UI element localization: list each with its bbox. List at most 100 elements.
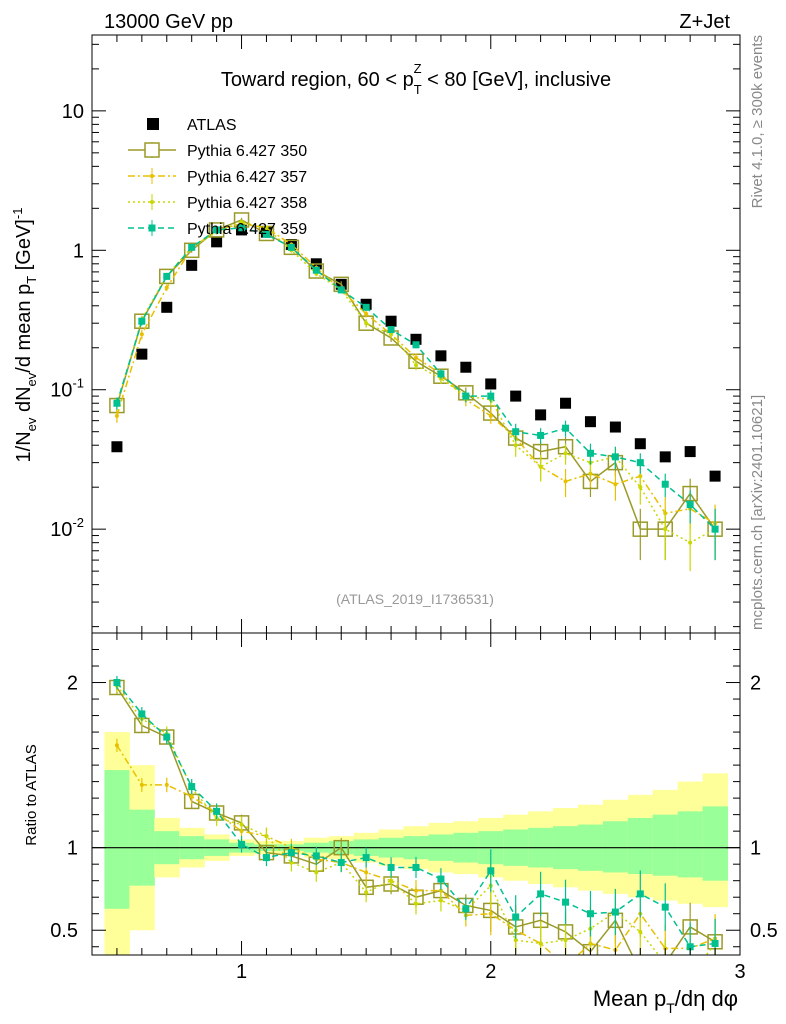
ratio-marker-2 [314,870,319,875]
legend-label-2: Pythia 6.427 357 [187,169,307,186]
main-panel [91,34,741,634]
ratio-marker-2 [414,901,418,906]
ratio-marker-3 [437,875,445,883]
ratio-marker-2 [438,898,443,903]
series-marker-4 [487,392,495,400]
ratio-marker-3 [611,908,619,916]
ratio-marker-3 [537,890,545,898]
series-marker-2 [139,332,144,337]
ratio-marker-3 [337,859,345,867]
legend-marker-3 [150,200,154,204]
ratio-marker-1 [164,782,169,787]
band-inner [702,806,729,881]
series-marker-1 [283,239,300,256]
series-marker-4 [412,341,420,349]
y-tick-label-base: 10 [50,380,72,402]
y-tick-label-exp: -2 [72,515,84,530]
y-tick-label: 10 [62,101,84,123]
atlas-point [111,441,123,453]
series-marker-4 [337,286,345,294]
ratio-marker-2 [638,929,643,934]
atlas-point [709,470,721,482]
ratio-marker-3 [711,939,719,947]
ratio-marker-3 [163,733,171,741]
atlas-point [435,350,447,362]
series-marker-4 [661,480,669,488]
legend-label-0: ATLAS [187,117,237,134]
series-marker-4 [312,266,320,274]
series-marker-4 [163,272,171,280]
series-marker-3 [414,363,418,368]
title-sub: T [414,82,422,97]
xlabel-b: /dη dφ [675,986,738,1011]
ratio-marker-3 [287,849,295,857]
ratio-marker-1 [488,911,493,916]
main-ylabel: 1/Nev dNev/d mean pT [GeV]-1 [10,208,39,463]
xlabel-a: Mean p [593,986,666,1011]
ratio-marker-1 [114,743,119,748]
band-inner [627,817,654,875]
series-marker-4 [238,224,246,232]
rivet-label: Rivet 4.1.0, ≥ 300k events [749,35,766,208]
ratio-marker-2 [289,860,294,865]
atlas-point [460,361,472,373]
ylabel-d: [GeV] [13,219,35,276]
ylabel-a-sub: ev [24,417,39,431]
series-marker-3 [264,225,269,230]
ratio-marker-3 [487,867,495,875]
ratio-marker-3 [262,854,270,862]
series-marker-3 [389,332,394,337]
watermark: (ATLAS_2019_I1736531) [336,591,494,607]
series-marker-3 [239,219,244,224]
ratio-marker-2 [364,890,369,895]
legend: ATLAS Pythia 6.427 350 Pythia 6.427 357 Pyt… [128,117,307,238]
atlas-point [136,348,148,360]
ratio-y-label-right: 1 [750,838,761,860]
series-marker-4 [611,453,619,461]
atlas-point [634,438,646,450]
ratio-marker-3 [113,679,121,687]
ratio-marker-1 [414,888,418,893]
atlas-point [609,421,621,433]
series-marker-4 [686,501,694,509]
ratio-marker-1 [139,782,144,787]
series-marker-2 [164,285,169,290]
title-sup: Z [414,61,422,76]
band-inner [677,811,704,878]
series-marker-3 [638,485,643,490]
series-marker-4 [537,431,545,439]
ratio-marker-2 [538,941,543,946]
ratio-marker-3 [362,854,370,862]
ratio-marker-3 [462,905,470,913]
ratio-marker-3 [686,943,694,951]
ratio-marker-1 [189,794,194,799]
ratio-panel [91,632,741,956]
ratio-y-label-left: 1 [67,838,78,860]
series-marker-3 [563,451,568,456]
series-marker-2 [563,479,568,484]
series-marker-2 [114,413,119,418]
series-marker-4 [287,243,295,251]
ylabel-a: 1/N [13,431,35,462]
series-marker-4 [113,399,121,407]
series-marker-4 [462,392,470,400]
ratio-marker-3 [661,903,669,911]
series-marker-4 [387,326,395,334]
band-inner [104,770,130,909]
ratio-marker-2 [264,834,269,839]
series-marker-4 [188,243,196,251]
series-marker-3 [663,527,668,532]
atlas-point [161,301,173,313]
atlas-point [485,378,497,390]
atlas-point [186,259,198,271]
title-pre: Toward region, 60 < p [221,69,414,91]
series-marker-1 [632,521,649,537]
ratio-marker-2 [389,878,394,883]
ratio-axes: 0.5 0.5 1 1 2 2 1 2 3 [50,632,778,983]
legend-label-4: Pythia 6.427 359 [187,221,307,238]
series-marker-2 [613,482,618,487]
xlabel-a-sub: T [666,1000,675,1016]
atlas-point [211,236,223,248]
